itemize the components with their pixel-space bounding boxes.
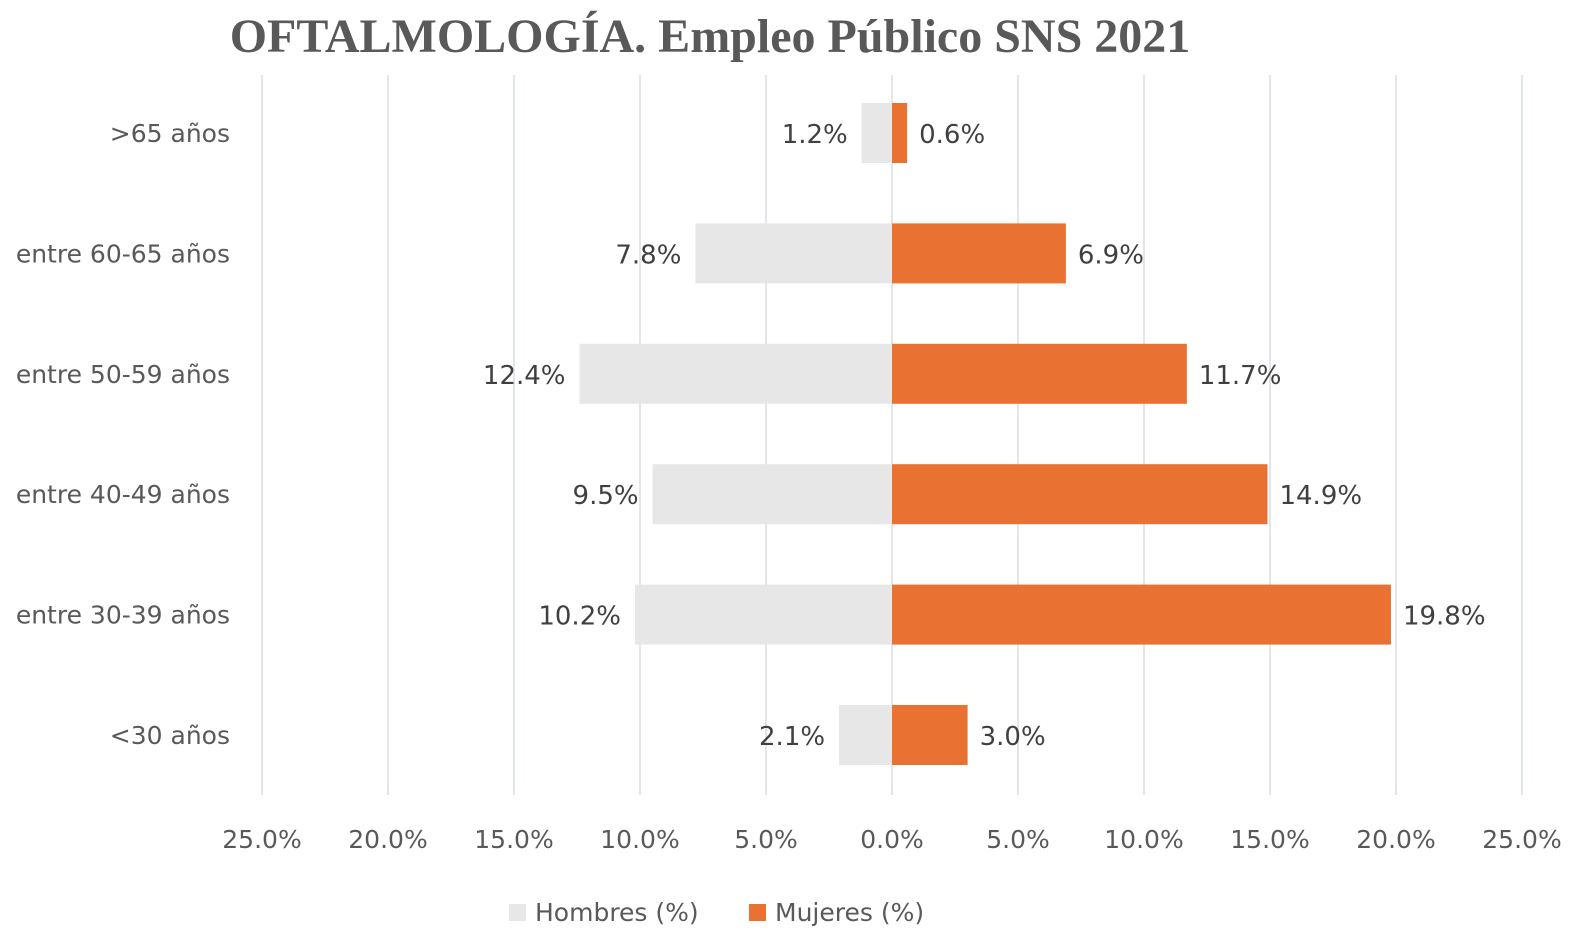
category-labels: >65 años entre 60-65 años entre 50-59 años… — [16, 119, 230, 750]
x-tick-label: 5.0% — [986, 825, 1050, 854]
bar-mujeres — [892, 464, 1268, 525]
bar-hombres — [652, 464, 892, 525]
data-label-hombres: 1.2% — [782, 120, 848, 150]
data-label-mujeres: 11.7% — [1199, 361, 1282, 391]
bar-hombres — [634, 584, 892, 645]
bars — [579, 103, 1391, 765]
category-label: entre 40-49 años — [16, 480, 230, 509]
x-tick-label: 10.0% — [600, 825, 679, 854]
bar-hombres — [839, 705, 892, 765]
x-tick-label: 15.0% — [474, 825, 553, 854]
bar-mujeres — [892, 705, 968, 765]
data-label-mujeres: 19.8% — [1403, 602, 1486, 632]
x-tick-label: 25.0% — [1482, 825, 1561, 854]
bar-mujeres — [892, 223, 1066, 284]
x-tick-label: 10.0% — [1104, 825, 1183, 854]
bar-hombres — [579, 343, 892, 404]
x-tick-labels: 25.0% 20.0% 15.0% 10.0% 5.0% 0.0% 5.0% 10.0% 15.… — [222, 825, 1561, 854]
data-label-mujeres: 3.0% — [980, 722, 1046, 752]
category-label: entre 60-65 años — [16, 239, 230, 268]
gridlines — [261, 75, 1523, 795]
chart-title: OFTALMOLOGÍA. Empleo Público SNS 2021 — [230, 10, 1191, 63]
legend-item-mujeres: Mujeres (%) — [749, 898, 924, 927]
category-label: >65 años — [110, 119, 230, 148]
x-tick-label: 15.0% — [1230, 825, 1309, 854]
category-label: entre 50-59 años — [16, 360, 230, 389]
data-label-mujeres: 14.9% — [1279, 481, 1362, 511]
legend-label-mujeres: Mujeres (%) — [775, 898, 924, 927]
legend-label-hombres: Hombres (%) — [535, 898, 699, 927]
data-labels: 1.2% 7.8% 12.4% 9.5% 10.2% 2.1% 0.6% 6.9% 11.7% 1… — [483, 120, 1486, 752]
category-label: <30 años — [110, 721, 230, 750]
bar-mujeres — [892, 584, 1391, 645]
bar-hombres — [695, 223, 892, 284]
x-tick-label: 25.0% — [222, 825, 301, 854]
x-tick-label: 20.0% — [1356, 825, 1435, 854]
legend-swatch-hombres — [509, 904, 526, 921]
x-tick-label: 20.0% — [348, 825, 427, 854]
data-label-hombres: 10.2% — [538, 602, 621, 632]
data-label-hombres: 12.4% — [483, 361, 566, 391]
data-label-mujeres: 0.6% — [919, 120, 985, 150]
bar-hombres — [861, 103, 892, 163]
data-label-hombres: 9.5% — [573, 481, 639, 511]
bar-mujeres — [892, 343, 1187, 404]
x-tick-label: 0.0% — [860, 825, 924, 854]
category-label: entre 30-39 años — [16, 601, 230, 630]
x-tick-label: 5.0% — [734, 825, 798, 854]
legend: Hombres (%) Mujeres (%) — [509, 898, 924, 927]
data-label-hombres: 7.8% — [615, 240, 681, 270]
bar-mujeres — [892, 103, 908, 163]
data-label-mujeres: 6.9% — [1078, 240, 1144, 270]
data-label-hombres: 2.1% — [759, 722, 825, 752]
legend-swatch-mujeres — [749, 904, 766, 921]
legend-item-hombres: Hombres (%) — [509, 898, 699, 927]
